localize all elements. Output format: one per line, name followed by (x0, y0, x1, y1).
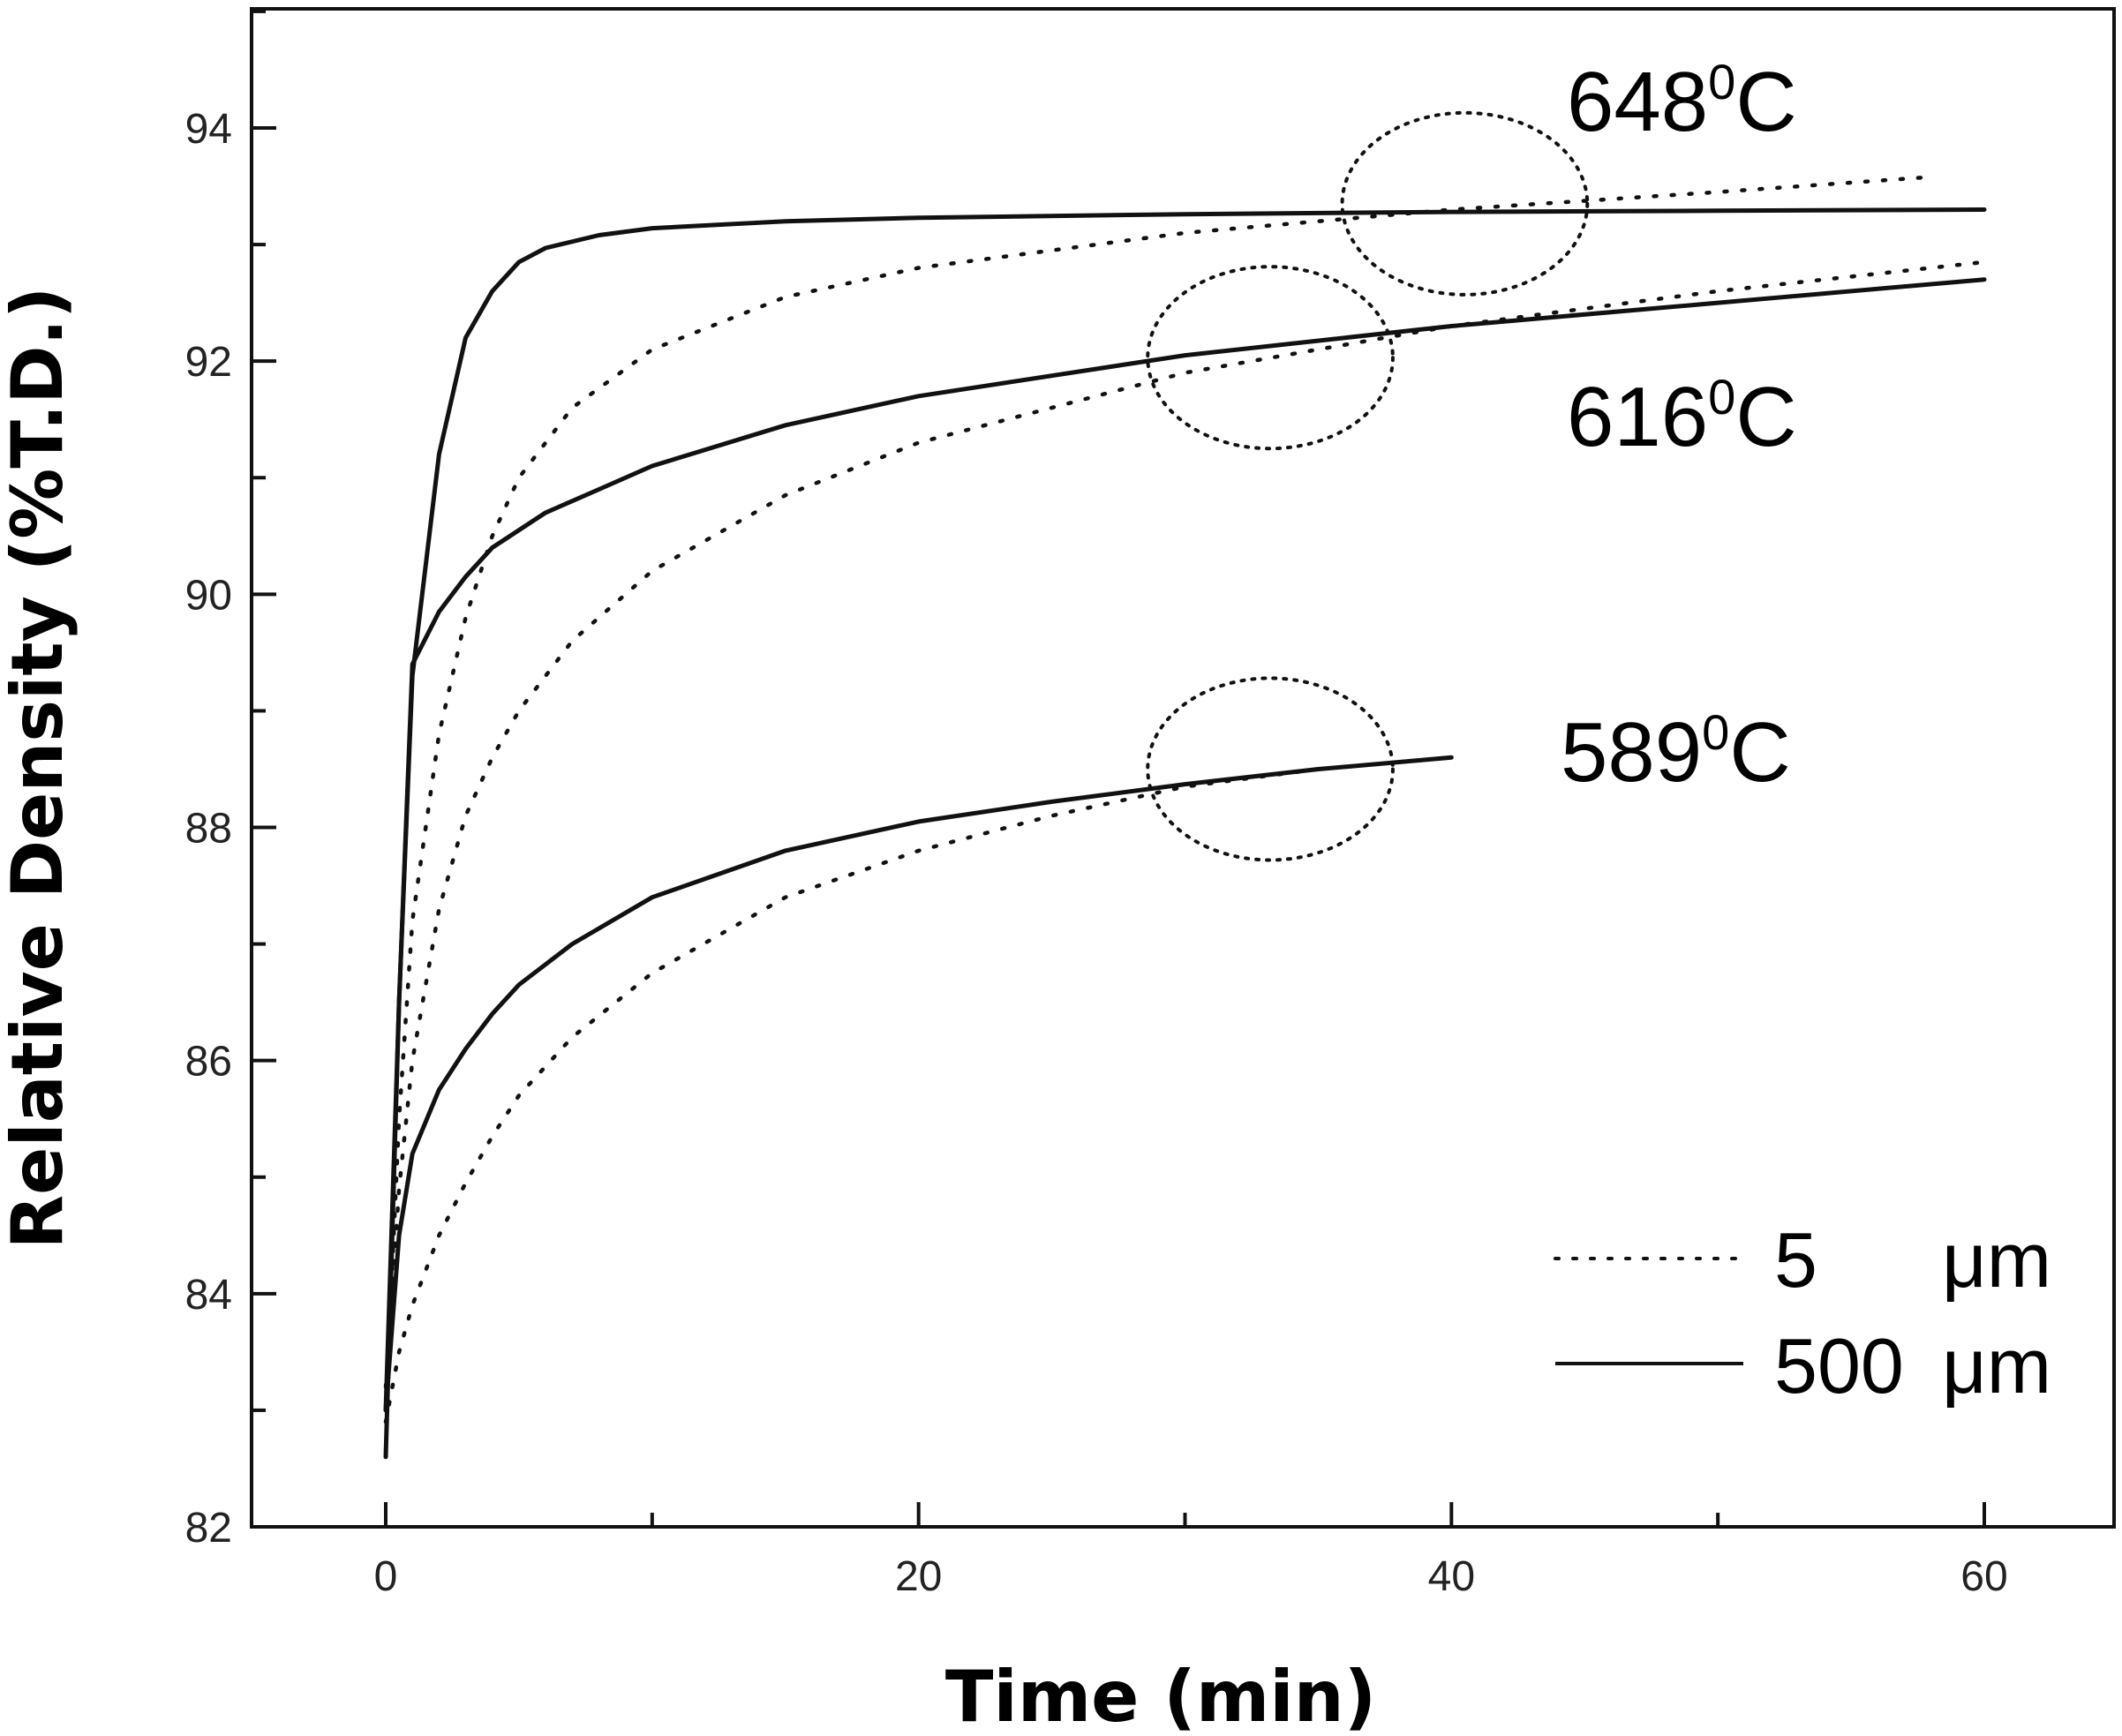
legend: 5 μm 500 μm (1554, 1216, 2051, 1409)
axis-ticks: 0 20 40 60 82 84 86 88 90 92 94 (185, 9, 2008, 1600)
x-tick-label-40: 40 (1428, 1553, 1475, 1600)
y-tick-label-84: 84 (185, 1272, 232, 1319)
x-tick-label-0: 0 (374, 1553, 398, 1600)
x-axis-title: Time (min) (945, 1656, 1376, 1736)
y-tick-label-82: 82 (185, 1505, 232, 1552)
annotation-616-value: 616 (1567, 370, 1708, 464)
y-tick-label-94: 94 (185, 106, 232, 153)
annotation-648-unit: C (1735, 55, 1796, 149)
annotation-616: 6160C (1567, 369, 1797, 464)
series-line-648-solid (383, 207, 1987, 1413)
y-tick-label-90: 90 (185, 572, 232, 619)
y-tick-label-86: 86 (185, 1039, 232, 1086)
x-tick-label-60: 60 (1960, 1553, 2007, 1600)
svg-text:5890C: 5890C (1561, 704, 1791, 800)
annotation-616-unit: C (1735, 370, 1796, 464)
y-tick-label-92: 92 (185, 339, 232, 386)
ellipse-layer (1146, 110, 1590, 862)
legend-label-5-unit: μm (1942, 1216, 2051, 1304)
y-axis-title: Relative Density (%T.D.) (0, 287, 79, 1250)
series-line-589-dotted (383, 755, 1454, 1424)
y-tick-label-88: 88 (185, 806, 232, 853)
svg-text:6160C: 6160C (1567, 369, 1797, 464)
legend-label-5-value: 5 (1774, 1216, 1817, 1304)
annotation-616-sup: 0 (1708, 369, 1735, 425)
highlight-ellipse-2 (1146, 676, 1395, 862)
annotation-589-sup: 0 (1702, 704, 1729, 760)
series-line-589-solid (383, 755, 1454, 1413)
annotation-589-unit: C (1729, 705, 1790, 800)
annotation-589: 5890C (1561, 704, 1791, 800)
annotation-648-sup: 0 (1708, 54, 1735, 109)
legend-label-500-unit: μm (1942, 1322, 2051, 1409)
plot-frame (250, 7, 2116, 1529)
x-tick-label-20: 20 (895, 1553, 942, 1600)
annotation-589-value: 589 (1561, 705, 1702, 800)
legend-label-500-value: 500 (1774, 1322, 1904, 1409)
annotation-648-value: 648 (1567, 55, 1708, 149)
series-line-616-dotted (383, 259, 1987, 1389)
highlight-ellipse-1 (1146, 265, 1395, 451)
series-line-616-solid (383, 277, 1987, 1460)
highlight-ellipse-0 (1340, 110, 1590, 297)
svg-text:6480C: 6480C (1567, 54, 1797, 149)
annotation-648: 6480C (1567, 54, 1797, 149)
series-layer (383, 175, 1987, 1460)
